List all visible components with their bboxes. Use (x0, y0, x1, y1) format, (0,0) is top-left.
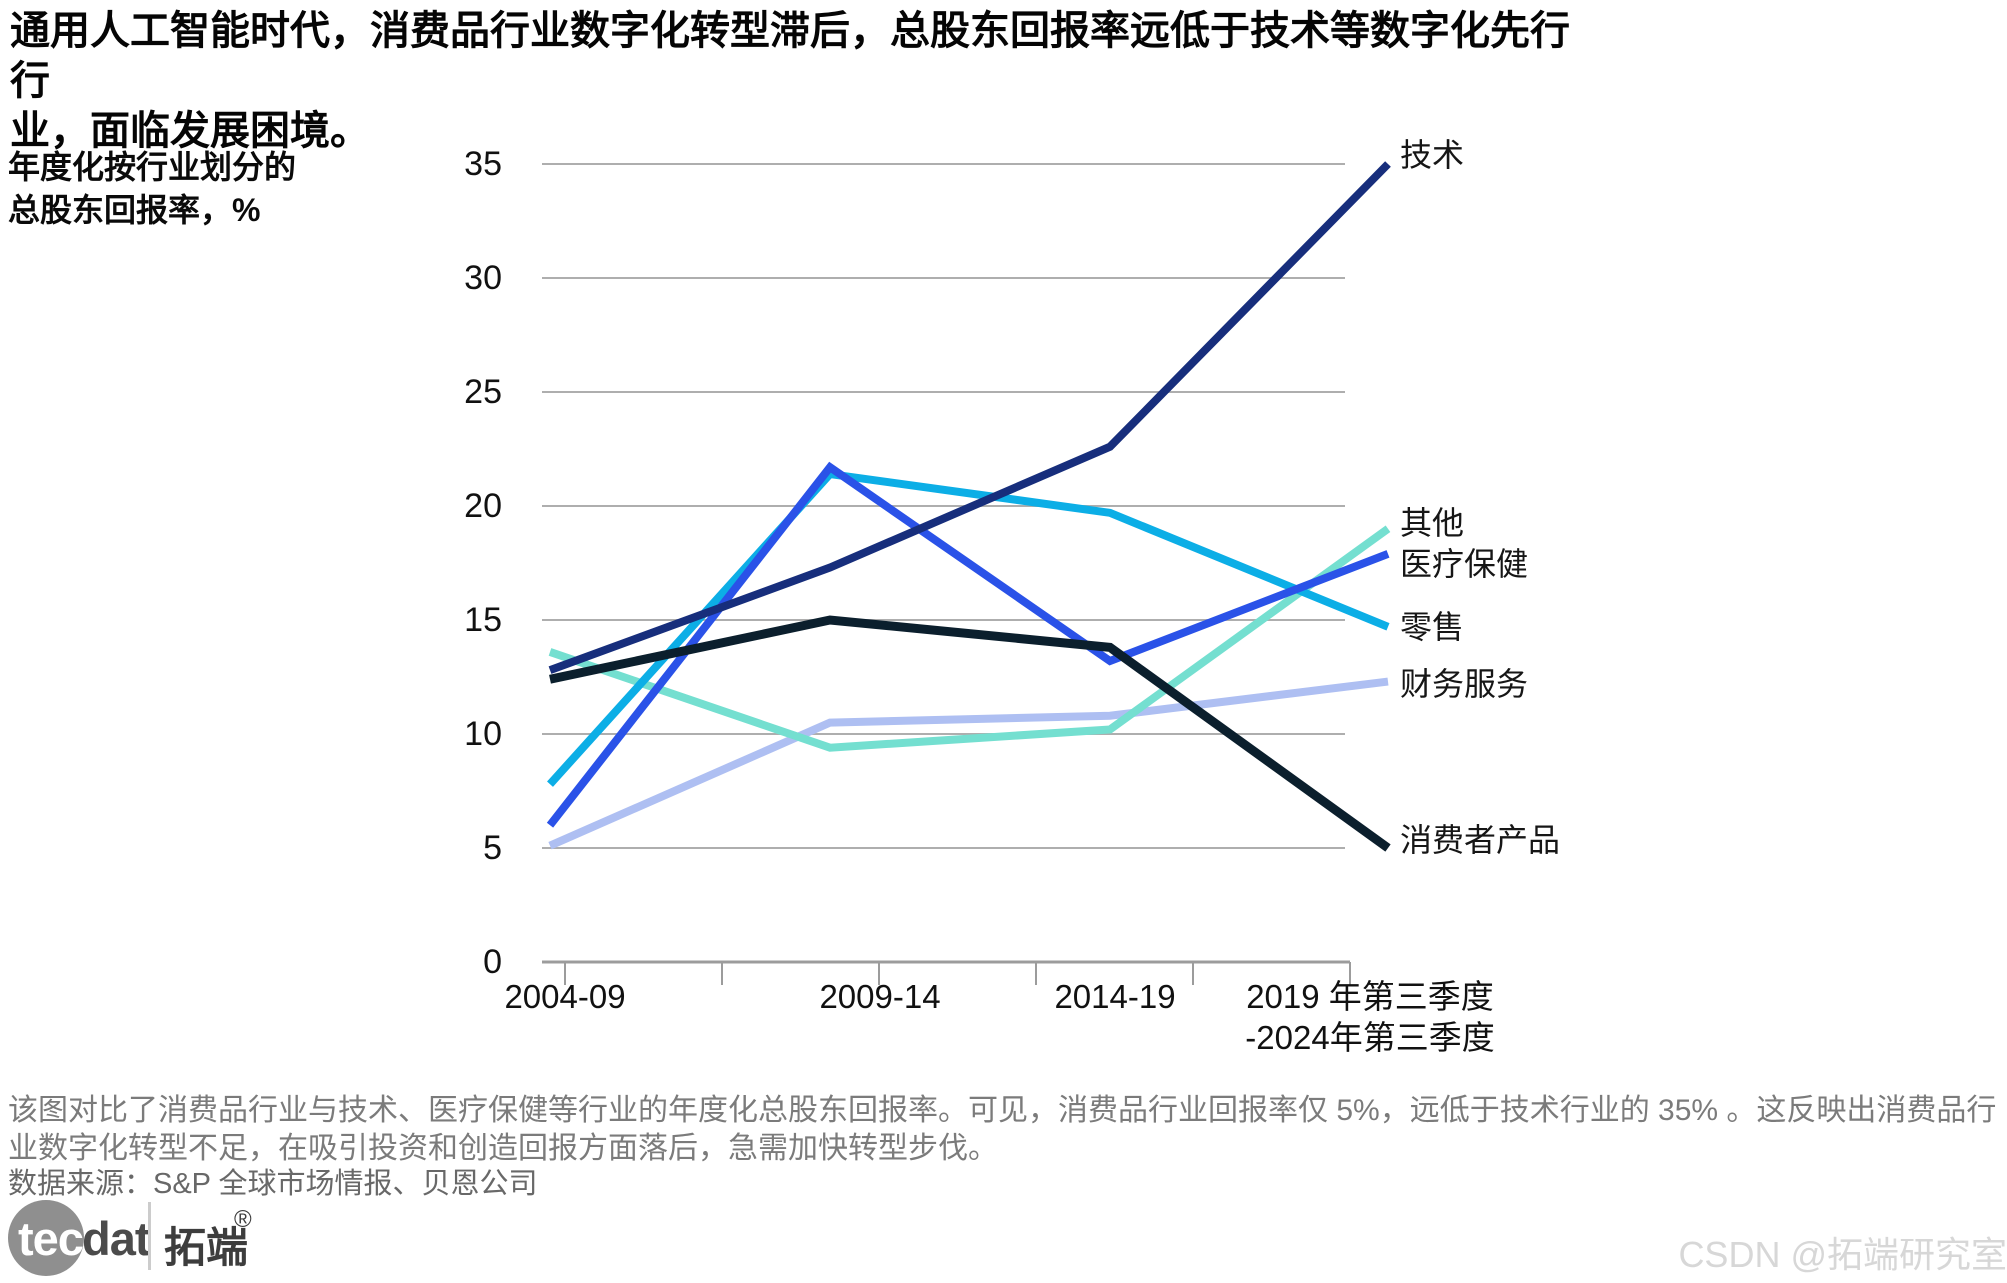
y-axis-title: 年度化按行业划分的 总股东回报率，% (8, 149, 297, 228)
tecdat-logo: tec dat 拓端 ® (8, 1198, 288, 1282)
chart-title: 通用人工智能时代，消费品行业数字化转型滞后，总股东回报率远低于技术等数字化先行行… (10, 9, 1570, 153)
data-source: 数据来源：S&P 全球市场情报、贝恩公司 (8, 1168, 538, 1200)
watermark: CSDN @拓端研究室 (1678, 1234, 2007, 1275)
series-line-consumer-products (549, 615, 1391, 852)
logo-circle-icon (8, 1200, 84, 1276)
logo-text-tec: tec (18, 1212, 84, 1265)
logo-divider (148, 1202, 151, 1270)
registered-trademark-icon: ® (234, 1206, 252, 1233)
series-line-financial-services (548, 677, 1389, 850)
chart-footnote: 该图对比了消费品行业与技术、医疗保健等行业的年度化总股东回报率。可见，消费品行业… (8, 1094, 1997, 1165)
series-line-other (548, 525, 1391, 752)
series-line-retail (547, 469, 1390, 787)
logo-brand-name: 拓端 (164, 1224, 249, 1271)
series-line-technology (548, 161, 1391, 674)
logo-text-dat: dat (82, 1212, 150, 1265)
